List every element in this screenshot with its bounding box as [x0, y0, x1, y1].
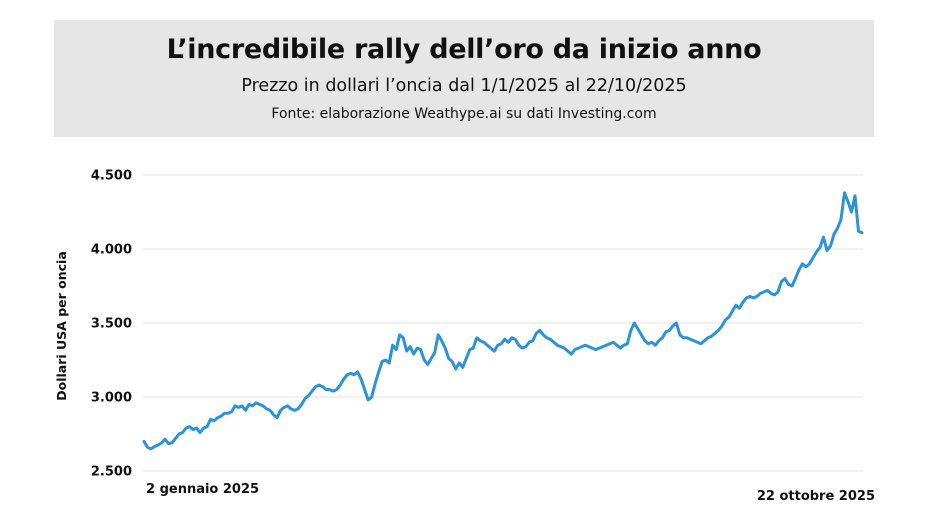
- y-axis-title: Dollari USA per oncia: [54, 251, 69, 401]
- grid-lines: [143, 174, 863, 472]
- gold-price-series-line: [142, 191, 864, 451]
- y-tick-label: 4.500: [91, 169, 132, 184]
- chart-title: L’incredibile rally dell’oro da inizio a…: [166, 34, 762, 65]
- y-tick-labels: 2.500 3.000 3.500 4.000 4.500: [91, 169, 132, 480]
- chart-source: Fonte: elaborazione Weathype.ai su dati …: [271, 106, 657, 122]
- y-tick-label: 3.500: [91, 317, 132, 332]
- y-tick-label: 3.000: [91, 391, 132, 406]
- chart-header: L’incredibile rally dell’oro da inizio a…: [54, 20, 874, 137]
- x-start-label: 2 gennaio 2025: [146, 482, 259, 497]
- y-tick-label: 2.500: [91, 465, 132, 480]
- x-end-label: 22 ottobre 2025: [757, 489, 875, 504]
- chart-subtitle: Prezzo in dollari l’oncia dal 1/1/2025 a…: [241, 76, 687, 96]
- y-tick-label: 4.000: [91, 243, 132, 258]
